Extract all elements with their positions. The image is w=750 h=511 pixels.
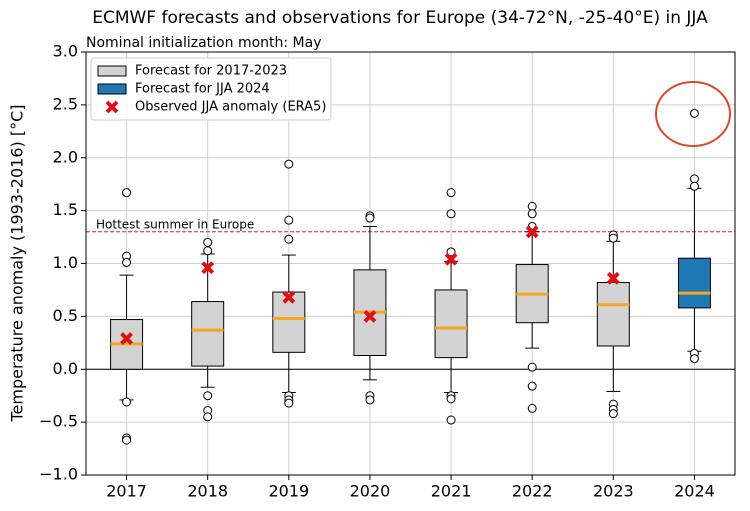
outlier [203,237,213,247]
observed-marker [606,271,620,285]
outlier [446,394,456,404]
legend-frame [90,57,332,121]
x-tick-label: 2020 [350,482,391,501]
y-axis-label: Temperature anomaly (1993-2016) [°C] [8,105,27,423]
y-tick-label: −0.5 [39,412,78,431]
outlier [446,188,456,198]
outlier [689,108,699,118]
outlier [122,397,132,407]
outlier [608,233,618,243]
observed-marker [525,225,539,239]
observed-marker [363,309,377,323]
outlier [527,209,537,219]
x-tick-label: 2021 [431,482,472,501]
outlier [446,415,456,425]
chart-title: ECMWF forecasts and observations for Eur… [92,8,708,28]
y-tick-label: 2.5 [53,94,78,113]
y-tick-label: 0.5 [53,306,78,325]
observed-marker [282,290,296,304]
plot-frame [85,51,736,476]
box [596,282,630,347]
legend-label: Forecast for 2017-2023 [135,64,287,79]
chart-subtitle: Nominal initialization month: May [86,35,322,51]
x-tick-label: 2022 [512,482,553,501]
x-tick-label: 2023 [593,482,634,501]
outlier [203,412,213,422]
outlier [689,181,699,191]
y-tick-label: 3.0 [53,42,78,61]
outlier [122,188,132,198]
outlier [122,435,132,445]
outlier [284,234,294,244]
y-tick-label: −1.0 [39,465,78,484]
outlier [365,213,375,223]
reference-label: Hottest summer in Europe [96,217,254,231]
x-tick-label: 2019 [268,482,309,501]
legend-swatch [97,65,127,77]
legend-swatch [105,100,119,114]
y-tick-label: 1.0 [53,253,78,272]
outlier [608,409,618,419]
highlight-circle [655,81,731,147]
y-tick-label: 0.0 [53,359,78,378]
x-tick-label: 2017 [106,482,147,501]
outlier [689,354,699,364]
plot-area: −1.0 −0.5 0.0 0.5 1.0 1.5 2.0 2.5 3.0 2017 2018 201… [39,42,736,501]
box [272,291,306,353]
outlier [527,201,537,211]
y-tick-label: 2.0 [53,147,78,166]
observed-marker [120,332,133,345]
box [677,257,711,309]
outlier [527,403,537,413]
outlier [365,395,375,405]
box [191,301,225,367]
x-tick-label: 2024 [674,482,715,501]
outlier [527,362,537,372]
legend-label: Observed JJA anomaly (ERA5) [135,100,326,115]
outlier [284,215,294,225]
box [434,289,468,359]
x-tick-label: 2018 [187,482,228,501]
observed-marker [444,252,458,266]
legend-label: Forecast for JJA 2024 [135,82,270,97]
outlier [284,159,294,169]
outlier [689,174,699,184]
observed-marker [201,261,215,275]
legend-swatch [97,83,127,95]
outlier [203,246,213,256]
legend: Forecast for 2017-2023 Forecast for JJA 2… [90,57,332,121]
outlier [446,209,456,219]
y-tick-label: 1.5 [53,200,78,219]
outlier [284,398,294,408]
outlier [122,257,132,267]
outlier [446,247,456,257]
outlier [527,381,537,391]
outlier [203,391,213,401]
